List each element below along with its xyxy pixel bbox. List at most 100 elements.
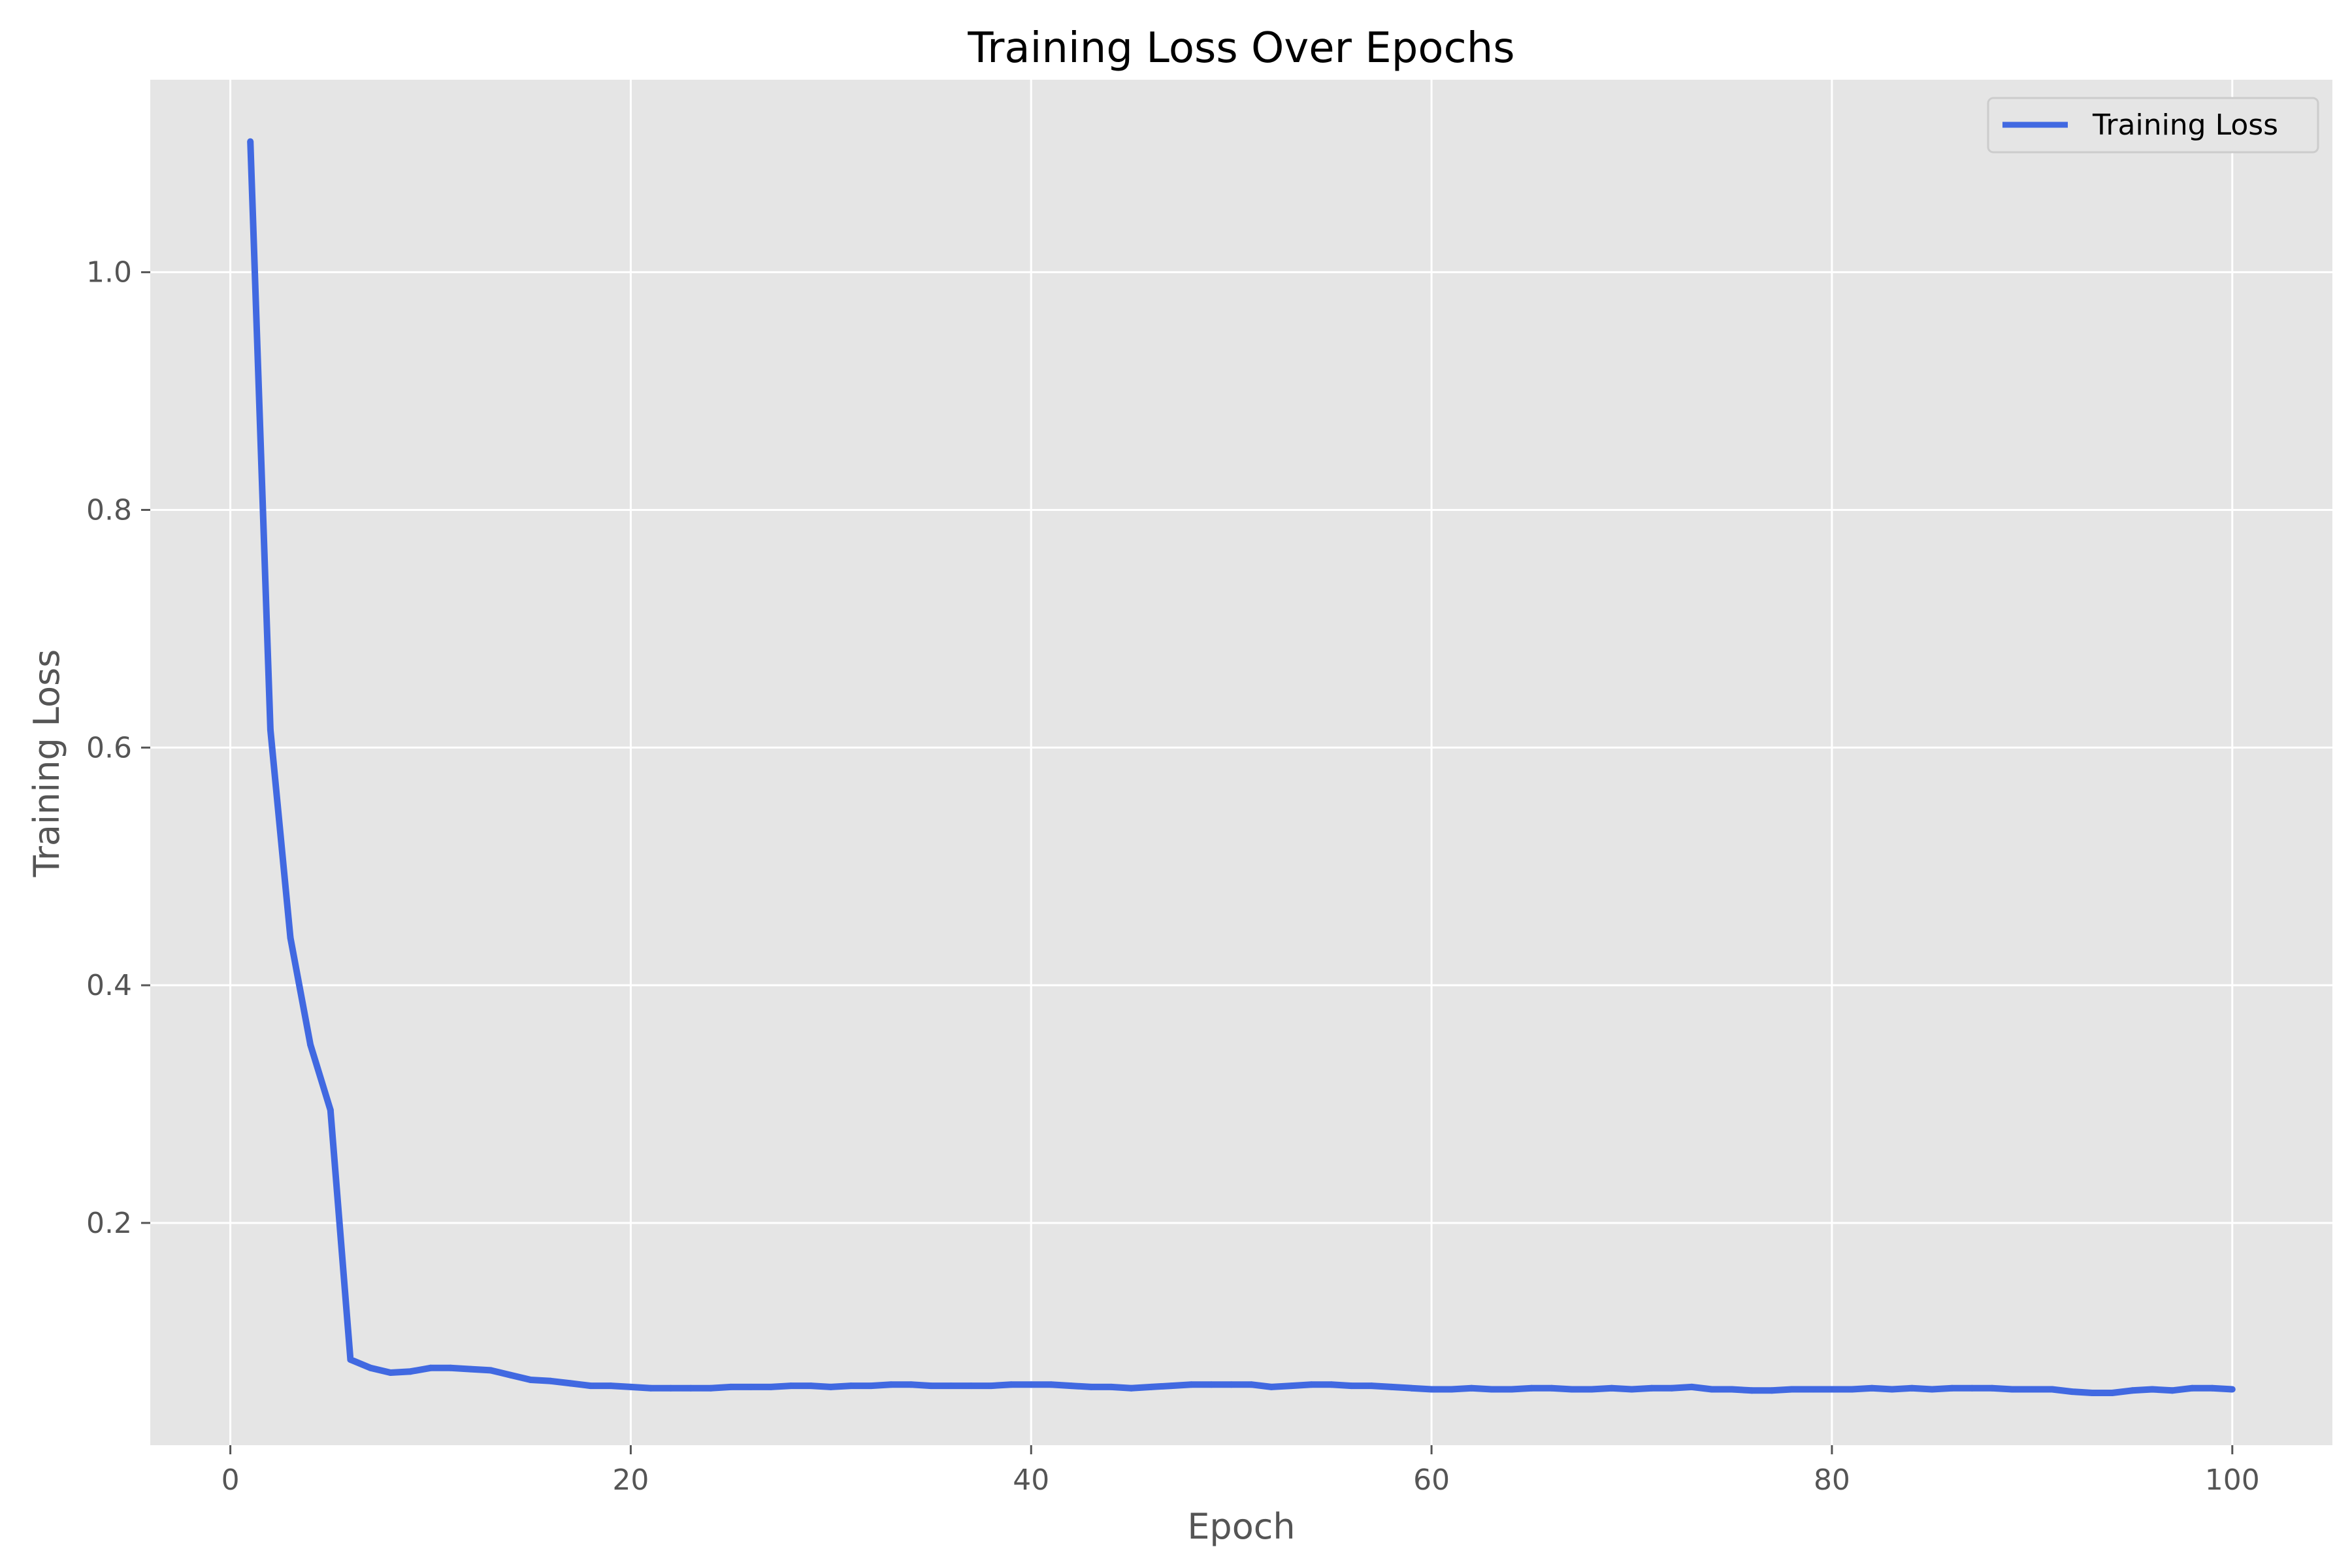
data-point [2108, 1390, 2115, 1396]
data-point [1028, 1381, 1035, 1388]
data-point [667, 1384, 674, 1392]
y-tick-label: 0.8 [86, 493, 132, 527]
data-point [747, 1383, 755, 1390]
data-point [687, 1384, 694, 1392]
data-point [1368, 1382, 1375, 1390]
legend-entry-training-loss: Training Loss [2092, 108, 2278, 142]
x-axis-ticks: 0 20 40 60 80 100 [221, 1445, 2260, 1497]
data-point [2049, 1386, 2055, 1393]
data-point [347, 1356, 354, 1363]
plot-area [150, 80, 2332, 1445]
data-point [2229, 1386, 2236, 1393]
data-point [2008, 1386, 2016, 1393]
data-point [808, 1382, 815, 1390]
data-point [1428, 1386, 1435, 1393]
data-point [647, 1384, 655, 1392]
data-point [267, 727, 274, 733]
data-point [287, 934, 294, 941]
data-point [467, 1365, 474, 1373]
data-point [1508, 1386, 1515, 1393]
data-point [767, 1383, 774, 1390]
data-point [1929, 1386, 1936, 1393]
series-layer [247, 138, 2236, 1396]
data-point [947, 1382, 955, 1390]
data-point [1328, 1381, 1335, 1388]
x-tick-label: 20 [612, 1463, 649, 1497]
data-point [1888, 1386, 1895, 1393]
data-point [868, 1382, 875, 1390]
x-tick-label: 0 [221, 1463, 240, 1497]
data-point [1648, 1384, 1656, 1392]
data-point [1628, 1386, 1635, 1393]
data-point [247, 138, 254, 145]
data-point [1488, 1386, 1495, 1393]
data-point [827, 1383, 834, 1390]
data-point [787, 1382, 794, 1390]
data-point [487, 1367, 494, 1374]
data-point [607, 1382, 614, 1390]
data-point [1308, 1381, 1315, 1388]
data-point [307, 1041, 314, 1048]
data-point [1248, 1381, 1255, 1388]
data-point [1848, 1386, 1855, 1393]
y-tick-label: 1.0 [86, 256, 132, 289]
data-point [1769, 1387, 1775, 1394]
data-point [1268, 1383, 1275, 1390]
data-point [1869, 1384, 1876, 1392]
data-point [2209, 1384, 2216, 1392]
x-tick-label: 60 [1413, 1463, 1450, 1497]
data-point [2089, 1390, 2096, 1396]
data-point [1728, 1386, 1735, 1393]
data-point [1288, 1382, 1295, 1390]
data-point [627, 1383, 634, 1390]
data-point [708, 1384, 714, 1392]
data-points [247, 138, 2236, 1396]
y-tick-label: 0.4 [86, 969, 132, 1002]
data-point [1088, 1383, 1095, 1390]
data-point [847, 1382, 855, 1390]
data-point [1588, 1386, 1595, 1393]
data-point [1128, 1384, 1135, 1392]
data-point [527, 1377, 534, 1383]
data-point [567, 1380, 574, 1387]
y-axis-ticks: 0.2 0.4 0.6 0.8 1.0 [86, 256, 150, 1240]
data-point [1668, 1384, 1675, 1392]
data-point [988, 1382, 994, 1390]
series-line-training-loss [247, 141, 2233, 1396]
y-tick-label: 0.6 [86, 731, 132, 764]
y-axis-label: Training Loss [26, 649, 67, 878]
data-point [2189, 1384, 2196, 1392]
legend-box [1987, 97, 2319, 154]
data-point [727, 1383, 734, 1390]
x-tick-label: 80 [1814, 1463, 1850, 1497]
data-point [327, 1107, 334, 1113]
data-point [2129, 1387, 2136, 1394]
data-point [1948, 1384, 1955, 1392]
data-point [407, 1368, 414, 1375]
data-point [1908, 1384, 1916, 1392]
data-point [507, 1371, 514, 1379]
data-point [907, 1381, 915, 1388]
data-point [1708, 1386, 1716, 1393]
data-point [1148, 1383, 1155, 1390]
data-point [1388, 1383, 1395, 1390]
data-point [1528, 1384, 1535, 1392]
data-point [2029, 1386, 2036, 1393]
data-point [1348, 1382, 1355, 1390]
legend: Training Loss [1987, 97, 2319, 154]
data-point [1047, 1381, 1054, 1388]
data-point [1788, 1386, 1795, 1393]
data-point [968, 1382, 975, 1390]
data-point [367, 1364, 374, 1371]
data-point [1408, 1384, 1415, 1392]
data-point [1107, 1383, 1115, 1390]
x-tick-label: 40 [1013, 1463, 1049, 1497]
data-point [887, 1381, 894, 1388]
data-point [1989, 1384, 1996, 1392]
data-point [2149, 1386, 2156, 1393]
chart-title: Training Loss Over Epochs [967, 24, 1514, 73]
data-point [1188, 1381, 1195, 1388]
data-point [1748, 1387, 1756, 1394]
x-tick-label: 100 [2205, 1463, 2260, 1497]
